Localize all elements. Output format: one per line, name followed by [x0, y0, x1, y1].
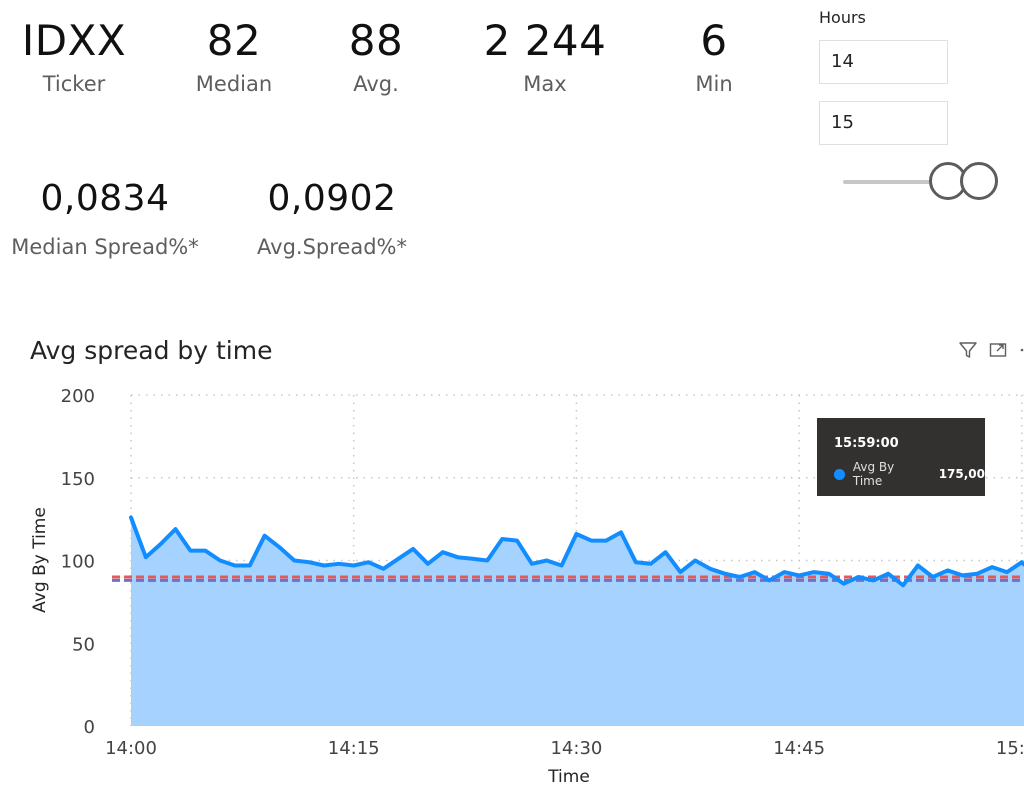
chart-title: Avg spread by time [30, 336, 273, 365]
x-axis-title: Time [547, 767, 590, 787]
y-tick-label: 150 [61, 469, 95, 490]
kpi-ticker-label: Ticker [42, 72, 106, 96]
hours-slider-end-handle[interactable] [960, 162, 998, 200]
series-area [131, 517, 1024, 726]
tooltip-title: 15:59:00 [834, 436, 899, 451]
more-options-icon[interactable] [1014, 340, 1024, 360]
kpi-avg-label: Avg. [353, 72, 399, 96]
kpi-median-spread-label: Median Spread%* [11, 235, 199, 259]
kpi-min-label: Min [695, 72, 733, 96]
y-tick-label: 0 [84, 717, 95, 738]
hours-start-input[interactable]: 14 [819, 40, 948, 84]
focus-mode-icon[interactable] [988, 340, 1008, 360]
x-tick-label: 14:30 [550, 738, 602, 759]
kpi-max: 2 244 Max [465, 17, 625, 97]
y-tick-label: 100 [61, 552, 95, 573]
hours-slicer-title: Hours [819, 8, 866, 27]
hours-start-value: 14 [831, 51, 854, 72]
kpi-avg: 88 Avg. [316, 17, 436, 97]
hours-end-value: 15 [831, 112, 854, 133]
kpi-median: 82 Median [174, 17, 294, 97]
tooltip-value: 175,00 [938, 467, 985, 481]
kpi-median-label: Median [195, 72, 273, 96]
kpi-max-value: 2 244 [483, 16, 607, 65]
kpi-median-spread-value: 0,0834 [40, 178, 170, 219]
series-line [129, 515, 1024, 588]
y-axis-title: Avg By Time [30, 507, 50, 613]
y-tick-label: 50 [72, 634, 95, 655]
kpi-avg-spread-label: Avg.Spread%* [257, 235, 407, 259]
x-tick-label: 14:00 [105, 738, 157, 759]
kpi-max-label: Max [523, 72, 567, 96]
kpi-avg-spread-value: 0,0902 [267, 178, 397, 219]
kpi-ticker-value: IDXX [21, 16, 127, 65]
kpi-min-value: 6 [700, 16, 728, 65]
kpi-median-value: 82 [206, 16, 262, 65]
y-tick-label: 200 [61, 386, 95, 407]
x-tick-label: 15:00 [996, 738, 1024, 759]
tooltip-series-dot [834, 468, 845, 480]
filter-icon[interactable] [958, 340, 978, 360]
chart-tooltip: 15:59:00 Avg By Time 175,00 [817, 418, 985, 496]
tooltip-series-name: Avg By Time [852, 460, 895, 488]
kpi-avg-spread: 0,0902 Avg.Spread%* [232, 178, 432, 260]
tooltip-row: Avg By Time 175,00 [834, 460, 985, 488]
kpi-min: 6 Min [654, 17, 774, 97]
hours-end-input[interactable]: 15 [819, 101, 948, 145]
x-tick-label: 14:15 [328, 738, 380, 759]
kpi-median-spread: 0,0834 Median Spread%* [0, 178, 210, 260]
kpi-ticker: IDXX Ticker [14, 17, 134, 97]
hours-slider-track[interactable] [843, 180, 941, 184]
x-tick-label: 14:45 [773, 738, 825, 759]
kpi-avg-value: 88 [348, 16, 404, 65]
